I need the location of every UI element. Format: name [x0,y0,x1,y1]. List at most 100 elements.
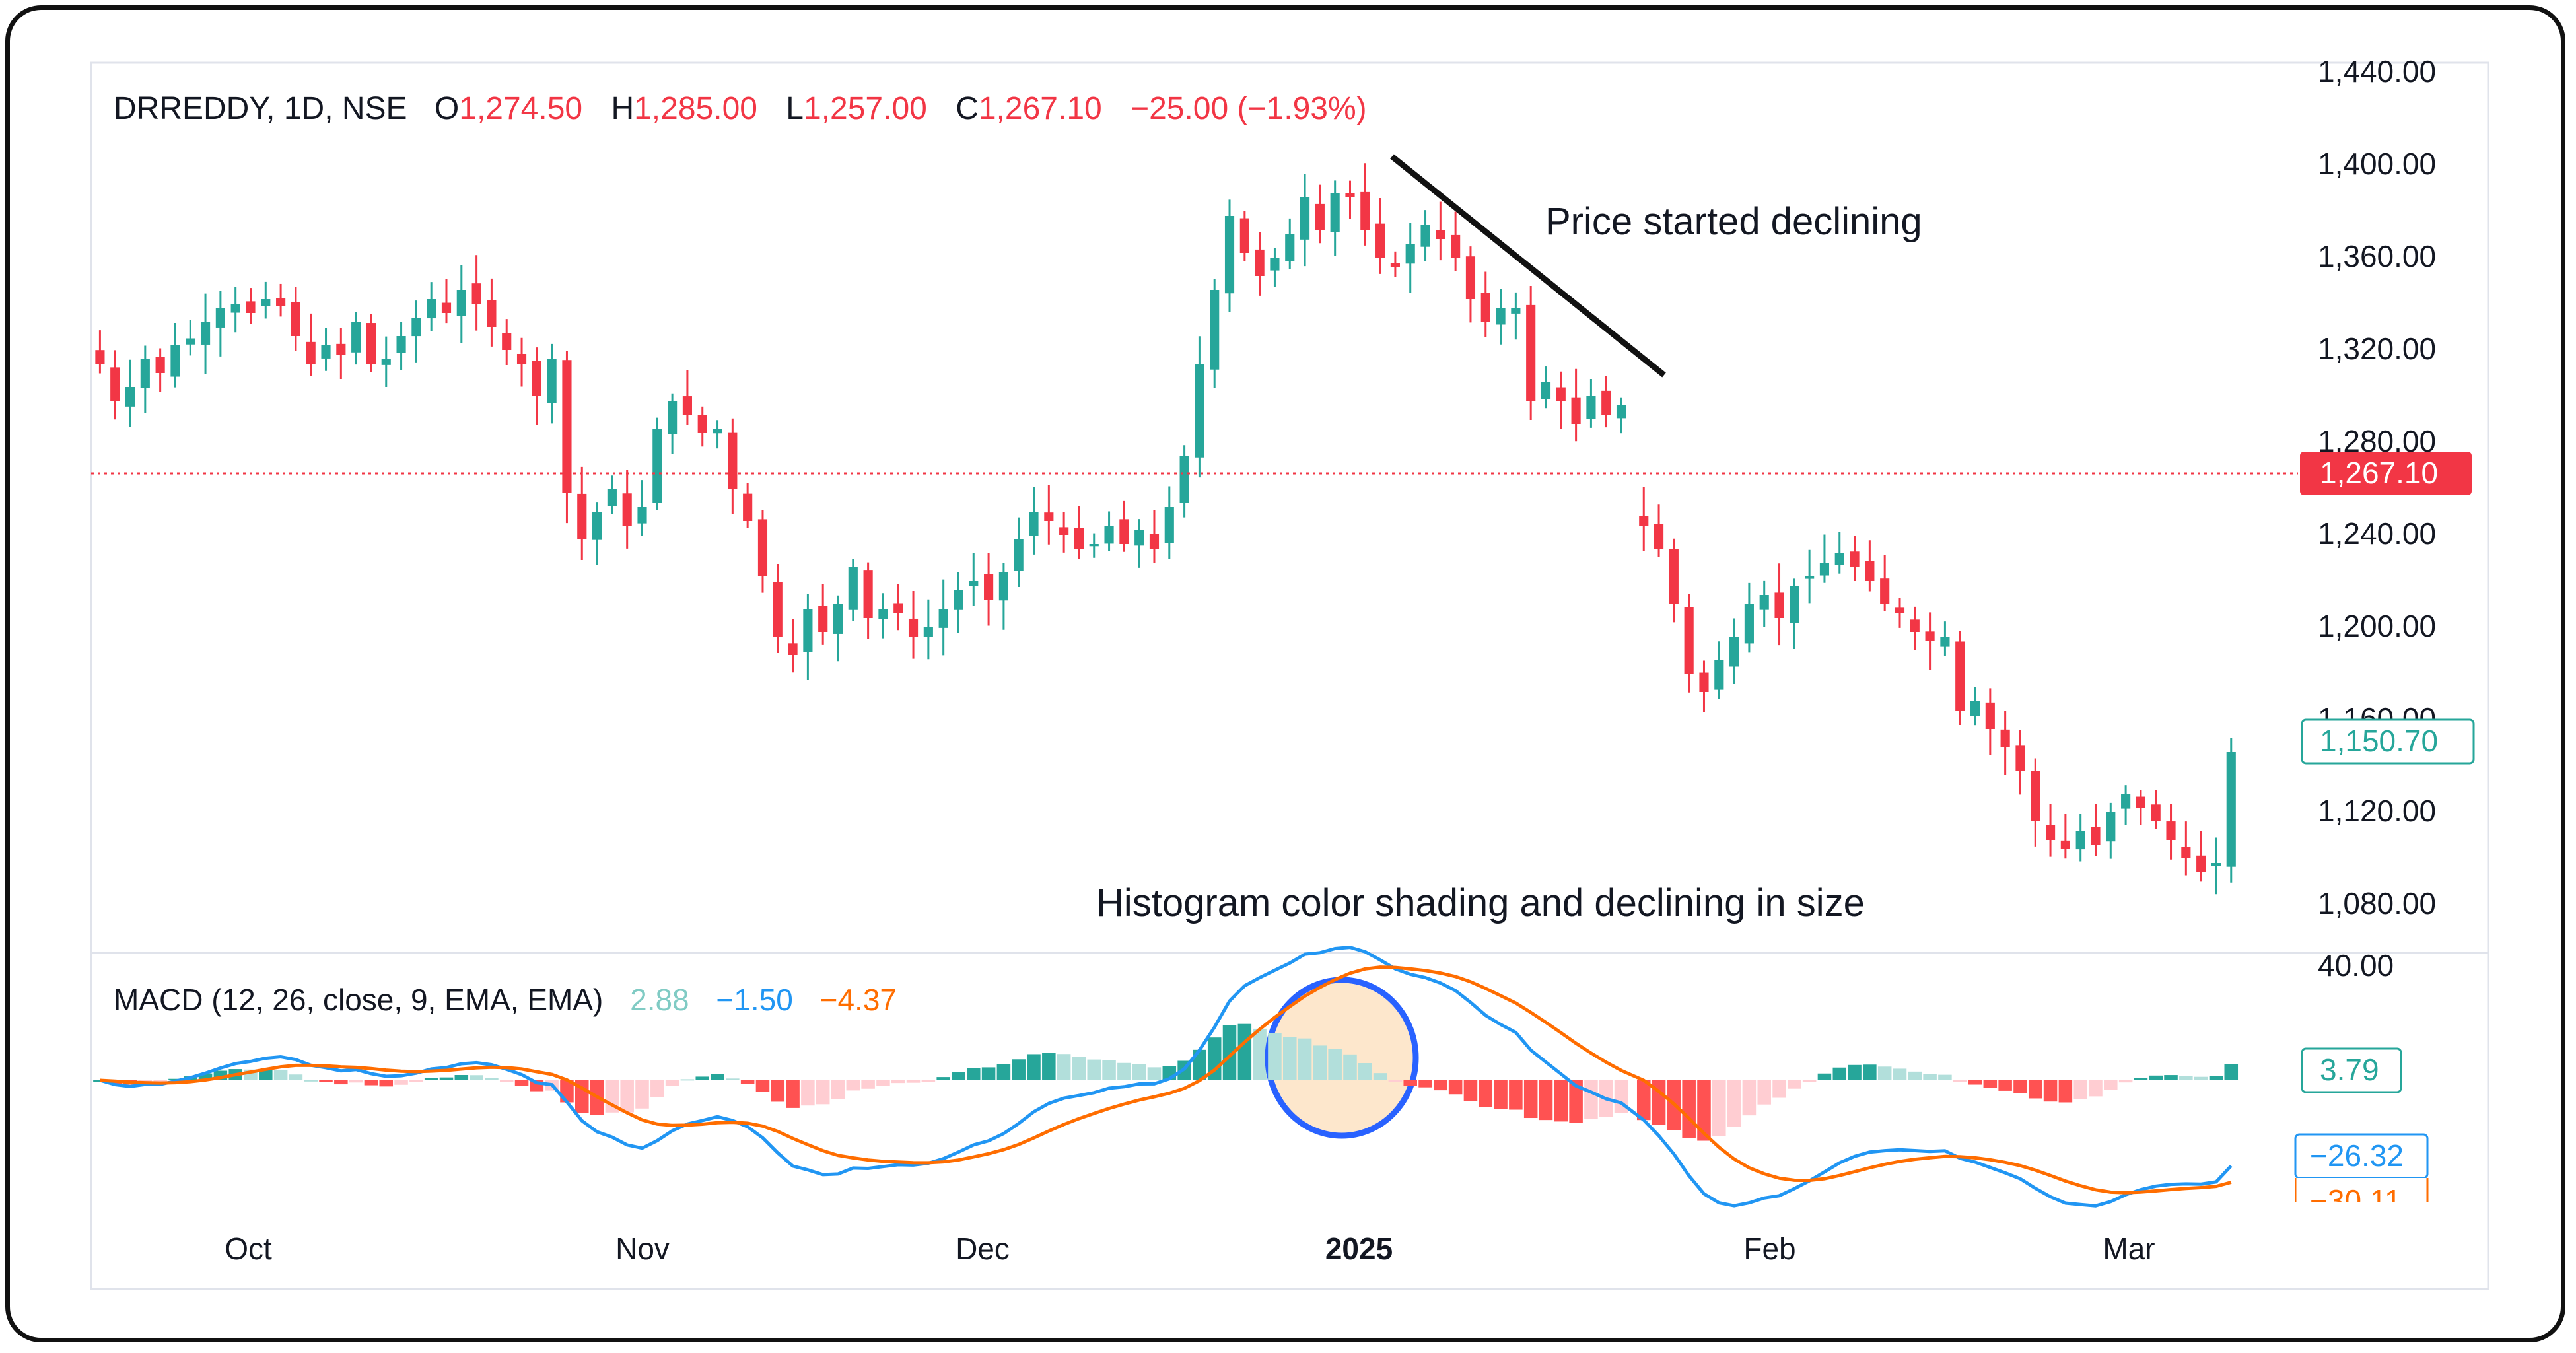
histogram-bar [1569,1080,1583,1123]
candle-body [1955,641,1965,711]
price-axis[interactable]: 1,440.00 1,400.00 1,360.00 1,320.00 1,28… [2318,54,2436,920]
price-tick-1400: 1,400.00 [2318,147,2436,181]
histogram-bar [1298,1038,1312,1080]
histogram-bar [2028,1080,2042,1099]
candle-body [668,401,678,434]
candle-body [1134,530,1144,546]
candle-body [984,574,994,600]
candle-body [1526,304,1536,401]
candle-body [1315,203,1325,230]
macd-signal-value: −4.37 [820,983,897,1017]
time-label-2025: 2025 [1325,1232,1393,1266]
histogram-bar [1102,1060,1116,1080]
histogram-bar [665,1080,679,1086]
histogram-bar [771,1080,785,1102]
candle-body [456,290,466,316]
price-tick-1360: 1,360.00 [2318,239,2436,273]
price-tick-1080: 1,080.00 [2318,886,2436,920]
histogram-bar [1584,1080,1598,1119]
candle-body [2031,771,2040,821]
candle-body [2166,821,2176,840]
candle-body [562,360,572,493]
candle-body [502,333,512,350]
histogram-bar [379,1080,394,1087]
last-price-badge [2300,452,2472,495]
macd-hist-badge [2301,1047,2402,1093]
candle-body [1805,576,1815,579]
candle-body [381,359,391,365]
candle-body [471,283,481,304]
trendline[interactable] [1390,154,1666,378]
histogram-bar [650,1080,664,1097]
candle-body [291,302,300,336]
histogram-bar [695,1076,709,1080]
candle-body [1940,637,1950,647]
candle-body [1834,553,1844,565]
current-price-label: 1,150.70 [2320,724,2438,758]
candle-body [818,606,828,632]
time-axis[interactable]: Oct Nov Dec 2025 Feb Mar [225,1232,2155,1266]
candle-body [682,396,692,415]
legend-change: −25.00 (−1.93%) [1131,91,1367,126]
histogram-bar [1772,1080,1786,1098]
legend-open-value: 1,274.50 [459,91,582,126]
histogram-bar [304,1080,318,1082]
histogram-bar [2058,1080,2073,1103]
candle-body [1714,660,1724,690]
candle-body [1699,672,1709,692]
histogram-bar [1983,1080,1998,1088]
histogram-bar [153,1080,167,1082]
histogram-bar [1636,1080,1651,1121]
candle-body [246,301,256,313]
candle-body [366,323,376,364]
histogram-bar [1117,1062,1131,1080]
histogram-bar [1817,1073,1832,1080]
histogram-bar [831,1080,845,1099]
legend-close-label: C [956,91,979,126]
signal-badge-clip: −30.11 [2295,1178,2429,1202]
candle-body [1925,631,1935,641]
macd-hist-axis-label: 3.79 [2320,1053,2379,1087]
candle-body [140,359,150,388]
histogram-bar [364,1080,378,1086]
candle-body [487,300,497,327]
histogram-bar [1652,1080,1666,1125]
macd-histogram-highlight-group [1268,1033,1417,1086]
macd-line [99,946,2233,1208]
candle-body [1014,539,1024,571]
signal-badge [2295,1178,2429,1202]
histogram-bar [786,1080,800,1108]
histogram-bar [1253,1028,1267,1080]
histogram-bar [2209,1076,2223,1080]
candle-body [1089,544,1099,547]
histogram-bar [1087,1059,1101,1080]
histogram-bar [259,1069,273,1080]
histogram-bar [2134,1078,2148,1080]
histogram-bar [861,1080,875,1089]
candle-body [1759,595,1769,610]
candle-body [1541,382,1551,399]
histogram-bar [2149,1075,2163,1080]
candle-body [2045,825,2056,840]
histogram-bar [2043,1080,2058,1102]
histogram-bar [1282,1037,1297,1080]
histogram-bar [1908,1071,1922,1080]
histogram-bar [1539,1080,1553,1121]
candle-body [607,489,617,506]
candle-body [2136,796,2145,808]
price-tick-1200: 1,200.00 [2318,609,2436,643]
histogram-bar [1727,1080,1741,1127]
price-tick-1240: 1,240.00 [2318,516,2436,551]
current-price-badge [2301,718,2475,765]
macd-legend: MACD (12, 26, close, 9, EMA, EMA) 2.88 −… [114,983,897,1017]
candle-body [1744,604,1754,644]
candle-body [547,359,557,403]
price-tick-1320: 1,320.00 [2318,331,2436,366]
candle-body [1420,225,1430,247]
histogram-bar [1027,1054,1041,1080]
histogram-bar [1434,1080,1447,1091]
candle-body [95,350,105,364]
histogram-bar [1757,1080,1771,1105]
histogram-bar [485,1078,499,1080]
candle-body [1059,527,1069,535]
